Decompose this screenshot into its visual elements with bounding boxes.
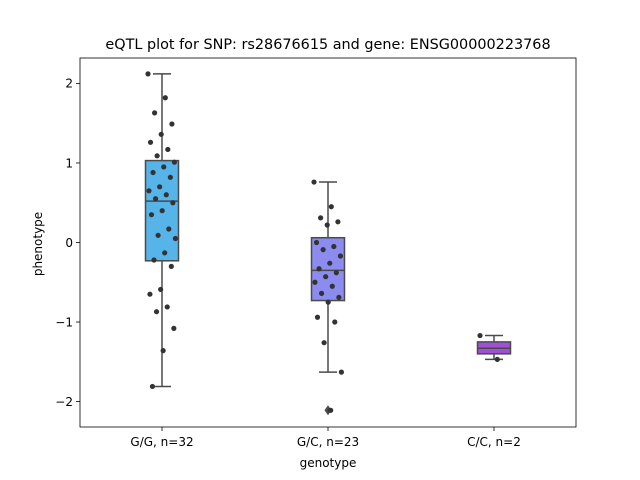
y-axis-label: phenotype — [31, 212, 45, 276]
data-point — [162, 250, 168, 256]
plot-frame — [79, 57, 577, 428]
data-point — [163, 192, 169, 198]
y-tick-label: 0 — [65, 236, 73, 250]
data-point — [147, 291, 153, 297]
data-point — [318, 290, 325, 296]
y-tick-label: 1 — [65, 156, 73, 170]
data-point — [158, 286, 164, 293]
data-point — [165, 146, 171, 153]
outlier-marker — [324, 405, 332, 416]
plot-area: −2 −1 0 1 2 G/G, n=32 G/C, n=23 C/C, n=2 — [55, 57, 577, 449]
data-point — [167, 174, 173, 180]
data-point — [318, 215, 324, 221]
data-point — [151, 257, 157, 263]
data-point — [332, 319, 338, 325]
data-point — [158, 131, 164, 137]
y-tick-label: −1 — [55, 315, 73, 329]
data-point — [328, 204, 334, 210]
data-point — [148, 212, 155, 218]
x-tick-label: G/C, n=23 — [297, 435, 359, 449]
data-point — [149, 383, 156, 390]
y-tick-label: 2 — [65, 77, 73, 91]
data-point — [169, 121, 175, 127]
y-tick-label: −2 — [55, 395, 73, 409]
data-point — [331, 243, 337, 250]
x-tick-label: C/C, n=2 — [467, 435, 521, 449]
data-point — [160, 348, 166, 354]
data-point — [335, 219, 341, 225]
data-point — [323, 274, 329, 280]
data-point — [147, 139, 154, 145]
box-group — [144, 71, 180, 390]
x-axis-label: genotype — [300, 456, 357, 470]
data-point — [152, 196, 159, 202]
data-point — [329, 283, 335, 289]
data-point — [150, 169, 156, 176]
data-point — [171, 159, 178, 165]
data-point — [164, 304, 170, 310]
data-point — [145, 71, 151, 77]
data-point — [166, 226, 172, 232]
data-point — [162, 95, 168, 101]
data-point — [324, 222, 330, 228]
data-point — [170, 200, 176, 206]
data-point — [161, 164, 167, 170]
data-point — [320, 247, 326, 253]
box-group — [476, 332, 512, 363]
box-group — [310, 179, 346, 416]
data-point — [171, 325, 177, 331]
chart-title: eQTL plot for SNP: rs28676615 and gene: … — [105, 37, 550, 53]
data-point — [338, 369, 345, 375]
data-point — [168, 263, 174, 269]
data-point — [159, 208, 165, 214]
data-point — [321, 340, 327, 346]
data-point — [172, 235, 179, 242]
box-iqr — [310, 236, 346, 302]
data-point — [154, 153, 160, 159]
data-point — [336, 294, 342, 300]
data-point — [314, 314, 321, 320]
data-point — [313, 239, 320, 246]
data-point — [311, 179, 317, 185]
data-point — [333, 270, 339, 276]
x-tick-label: G/G, n=32 — [130, 435, 193, 449]
data-point — [477, 332, 483, 339]
data-point — [157, 184, 163, 190]
data-point — [146, 188, 152, 194]
data-point — [328, 407, 334, 413]
data-point — [494, 356, 500, 363]
data-point — [325, 299, 331, 305]
data-point — [327, 260, 333, 266]
data-point — [337, 253, 344, 259]
data-point — [312, 279, 318, 285]
data-point — [153, 309, 160, 315]
data-point — [152, 110, 158, 116]
data-point — [316, 266, 322, 272]
data-point — [155, 232, 161, 238]
